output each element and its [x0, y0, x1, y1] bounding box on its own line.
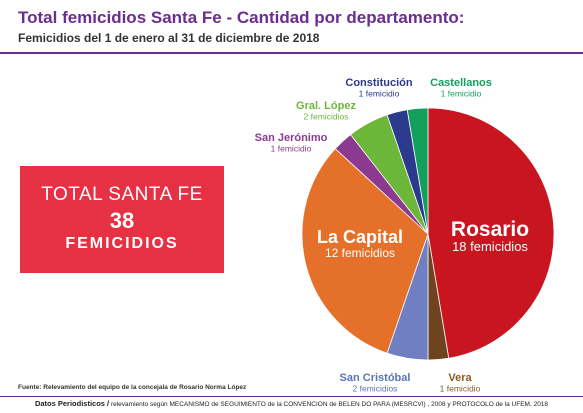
slice-value-castellanos: 1 femicidio [441, 89, 482, 99]
footer-credits-strong: Datos Periodisticos / [34, 399, 110, 408]
slice-value-san-jeronimo: 1 femicidio [271, 144, 312, 154]
slice-value-gral-lopez: 2 femicidios [304, 112, 349, 122]
slice-label-vera: Vera [448, 372, 472, 384]
total-number: 38 [109, 208, 135, 233]
footer-credits: Datos Periodisticos / relevamiento según… [0, 399, 583, 408]
pie-slice-castellanos [406, 107, 429, 235]
slice-label-castellanos: Castellanos [430, 77, 492, 89]
source-note: Fuente: Relevamiento del equipo de la co… [18, 384, 247, 391]
slice-label-san-cristobal: San Cristóbal [340, 372, 411, 384]
slice-label-san-jeronimo: San Jerónimo [255, 132, 328, 144]
chart-title: Total femicidios Santa Fe - Cantidad por… [18, 8, 465, 27]
slice-label-la-capital: La Capital [317, 227, 403, 247]
pie-slice-la-capital [301, 148, 429, 354]
total-label: TOTAL SANTA FE [41, 184, 203, 205]
total-summary-box: TOTAL SANTA FE 38 FEMICIDIOS [20, 166, 224, 273]
chart-subtitle: Femicidios del 1 de enero al 31 de dicie… [18, 31, 320, 45]
total-unit: FEMICIDIOS [65, 235, 179, 252]
slice-value-vera: 1 femicidio [440, 384, 481, 394]
header-divider [0, 52, 583, 54]
footer-credits-text: relevamiento según MECANISMO de SEGUIMIE… [109, 401, 549, 408]
slice-label-gral-lopez: Gral. López [296, 100, 356, 112]
pie-slice-rosario [427, 107, 555, 359]
slice-label-rosario: Rosario [451, 218, 529, 241]
footer-divider [0, 396, 583, 397]
slice-value-san-cristobal: 2 femicidios [353, 384, 398, 394]
slice-value-rosario: 18 femicidios [452, 239, 528, 254]
slice-value-la-capital: 12 femicidios [325, 246, 395, 260]
slice-value-constitucion: 1 femicidio [359, 89, 400, 99]
slice-label-constitucion: Constitución [345, 77, 412, 89]
